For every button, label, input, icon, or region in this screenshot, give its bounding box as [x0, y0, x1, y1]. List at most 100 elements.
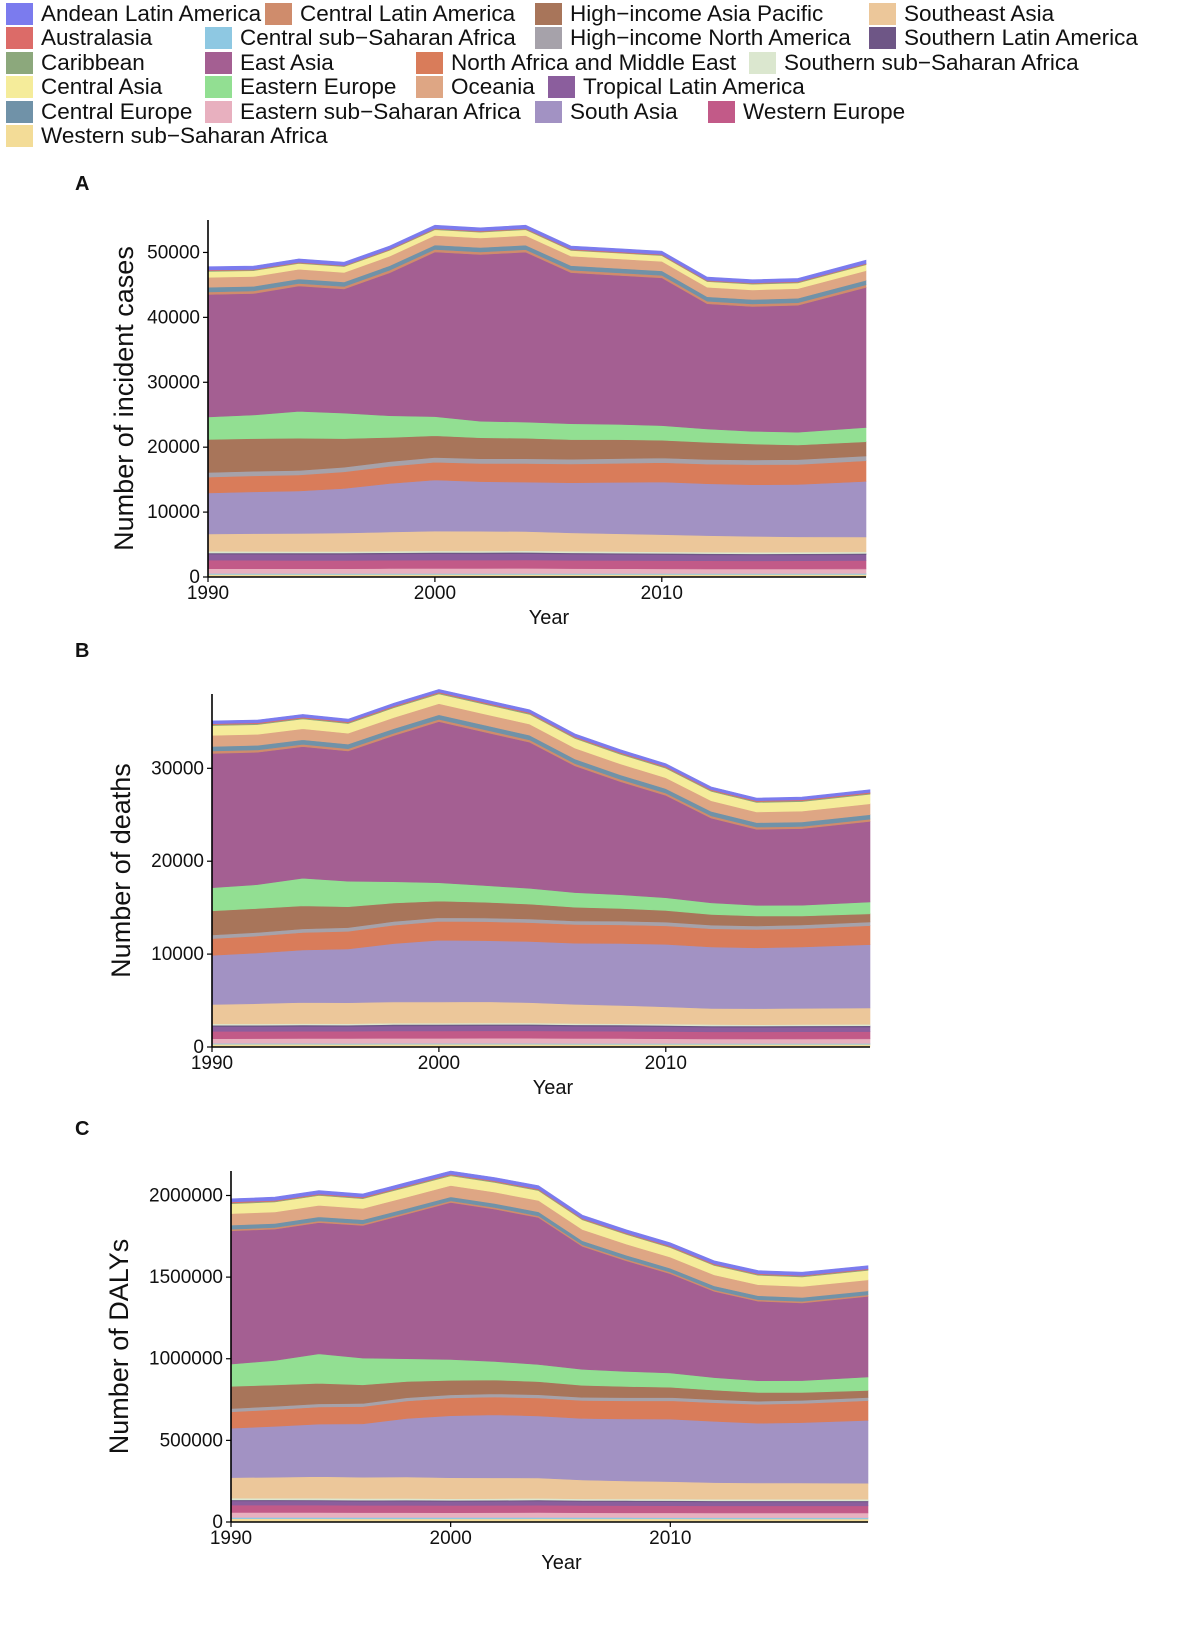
legend-item-southeast-asia: Southeast Asia: [869, 2, 1054, 26]
area-andean-latin-america: [207, 224, 867, 284]
legend-item-eastern-sub-saharan-africa: Eastern sub−Saharan Africa: [205, 100, 521, 124]
y-tick-label: 10000: [147, 502, 200, 523]
y-tick-label: 40000: [147, 307, 200, 328]
legend-item-western-sub-saharan-africa: Western sub−Saharan Africa: [6, 124, 328, 148]
legend-item-andean-latin-america: Andean Latin America: [6, 2, 261, 26]
area-layers: [207, 224, 867, 578]
legend-swatch: [265, 3, 292, 25]
legend-label: Oceania: [451, 74, 535, 99]
legend-swatch: [548, 76, 575, 98]
legend-label: High−income North America: [570, 25, 851, 50]
area-western-europe: [207, 559, 867, 570]
y-tick-label: 20000: [147, 437, 200, 458]
y-axis-title: Number of DALYs: [104, 1239, 134, 1455]
legend-label: Western Europe: [743, 99, 906, 124]
legend-item-central-sub-saharan-africa: Central sub−Saharan Africa: [205, 26, 516, 50]
legend-swatch: [6, 101, 33, 123]
y-tick-label: 2000000: [149, 1185, 223, 1206]
y-tick-label: 0: [193, 1037, 204, 1058]
axes: 0 10000 20000 30000 40000 50000 1990 2000 2010: [147, 220, 866, 604]
area-layers: [211, 689, 871, 1048]
x-tick-label: 1990: [210, 1528, 252, 1549]
legend-swatch: [6, 3, 33, 25]
legend-item-oceania: Oceania: [416, 75, 535, 99]
axes: 0 10000 20000 30000 1990 2000 2010: [151, 694, 870, 1074]
legend-item-tropical-latin-america: Tropical Latin America: [548, 75, 805, 99]
panel-label-b: B: [75, 640, 90, 662]
legend-item-central-asia: Central Asia: [6, 75, 162, 99]
legend-label: Australasia: [41, 25, 153, 50]
legend-item-high-income-north-america: High−income North America: [535, 26, 851, 50]
legend-label: Southern Latin America: [904, 25, 1138, 50]
legend-item-caribbean: Caribbean: [6, 51, 145, 75]
legend-label: Southeast Asia: [904, 1, 1055, 26]
chart-deaths: 0 10000 20000 30000 1990 2000 2010 Year Number o…: [106, 689, 871, 1099]
legend-swatch: [416, 76, 443, 98]
axes: 0 500000 1000000 1500000 2000000 1990 2000 2010: [149, 1171, 868, 1549]
legend-swatch: [749, 52, 776, 74]
legend-swatch: [535, 101, 562, 123]
legend-item-south-asia: South Asia: [535, 100, 678, 124]
legend-label: Central sub−Saharan Africa: [240, 25, 516, 50]
y-tick-label: 30000: [147, 372, 200, 393]
legend-item-north-africa-and-middle-east: North Africa and Middle East: [416, 51, 736, 75]
legend-label: Caribbean: [41, 50, 145, 75]
legend-label: Tropical Latin America: [583, 74, 805, 99]
x-tick-label: 2000: [414, 583, 456, 604]
y-tick-label: 30000: [151, 758, 204, 779]
x-tick-label: 2000: [430, 1528, 472, 1549]
legend-swatch: [535, 3, 562, 25]
legend-swatch: [869, 3, 896, 25]
legend-label: High−income Asia Pacific: [570, 1, 824, 26]
legend-label: Eastern sub−Saharan Africa: [240, 99, 521, 124]
legend-label: Central Latin America: [300, 1, 516, 26]
x-tick-label: 1990: [191, 1053, 233, 1074]
x-tick-label: 2000: [418, 1053, 460, 1074]
y-axis-title: Number of incident cases: [109, 246, 139, 551]
legend-label: Andean Latin America: [41, 1, 262, 26]
legend-item-high-income-asia-pacific: High−income Asia Pacific: [535, 2, 823, 26]
legend-item-east-asia: East Asia: [205, 51, 334, 75]
y-tick-label: 0: [189, 567, 200, 588]
area-eastern-sub-saharan-africa: [230, 1512, 869, 1518]
y-tick-label: 10000: [151, 944, 204, 965]
x-axis-title: Year: [533, 1077, 574, 1099]
panel-label-c: C: [75, 1118, 90, 1140]
legend-item-southern-latin-america: Southern Latin America: [869, 26, 1138, 50]
legend-label: South Asia: [570, 99, 678, 124]
legend-swatch: [6, 125, 33, 147]
x-axis-title: Year: [529, 607, 570, 629]
y-axis-title: Number of deaths: [106, 763, 136, 978]
x-tick-label: 2010: [645, 1053, 687, 1074]
legend-item-western-europe: Western Europe: [708, 100, 905, 124]
legend-swatch: [869, 27, 896, 49]
legend-swatch: [6, 52, 33, 74]
legend-label: Southern sub−Saharan Africa: [784, 50, 1079, 75]
legend-item-eastern-europe: Eastern Europe: [205, 75, 396, 99]
area-western-europe: [230, 1504, 869, 1514]
legend: Andean Latin America Central Latin Americ…: [0, 0, 1189, 160]
y-tick-label: 20000: [151, 851, 204, 872]
legend-label: North Africa and Middle East: [451, 50, 737, 75]
y-tick-label: 1500000: [149, 1267, 223, 1288]
legend-item-central-europe: Central Europe: [6, 100, 192, 124]
legend-swatch: [6, 27, 33, 49]
legend-label: Central Europe: [41, 99, 193, 124]
x-tick-label: 2010: [649, 1528, 691, 1549]
panel-label-a: A: [75, 173, 90, 195]
legend-swatch: [205, 27, 232, 49]
area-andean-latin-america: [211, 689, 871, 802]
y-tick-label: 50000: [147, 242, 200, 263]
area-south-asia: [211, 939, 871, 1009]
area-south-asia: [230, 1414, 869, 1484]
legend-label: East Asia: [240, 50, 334, 75]
y-tick-label: 1000000: [149, 1349, 223, 1370]
area-layers: [230, 1170, 869, 1523]
legend-swatch: [205, 52, 232, 74]
legend-swatch: [205, 101, 232, 123]
legend-item-southern-sub-saharan-africa: Southern sub−Saharan Africa: [749, 51, 1079, 75]
x-tick-label: 2010: [641, 583, 683, 604]
legend-swatch: [416, 52, 443, 74]
legend-swatch: [205, 76, 232, 98]
legend-label: Western sub−Saharan Africa: [41, 123, 328, 148]
